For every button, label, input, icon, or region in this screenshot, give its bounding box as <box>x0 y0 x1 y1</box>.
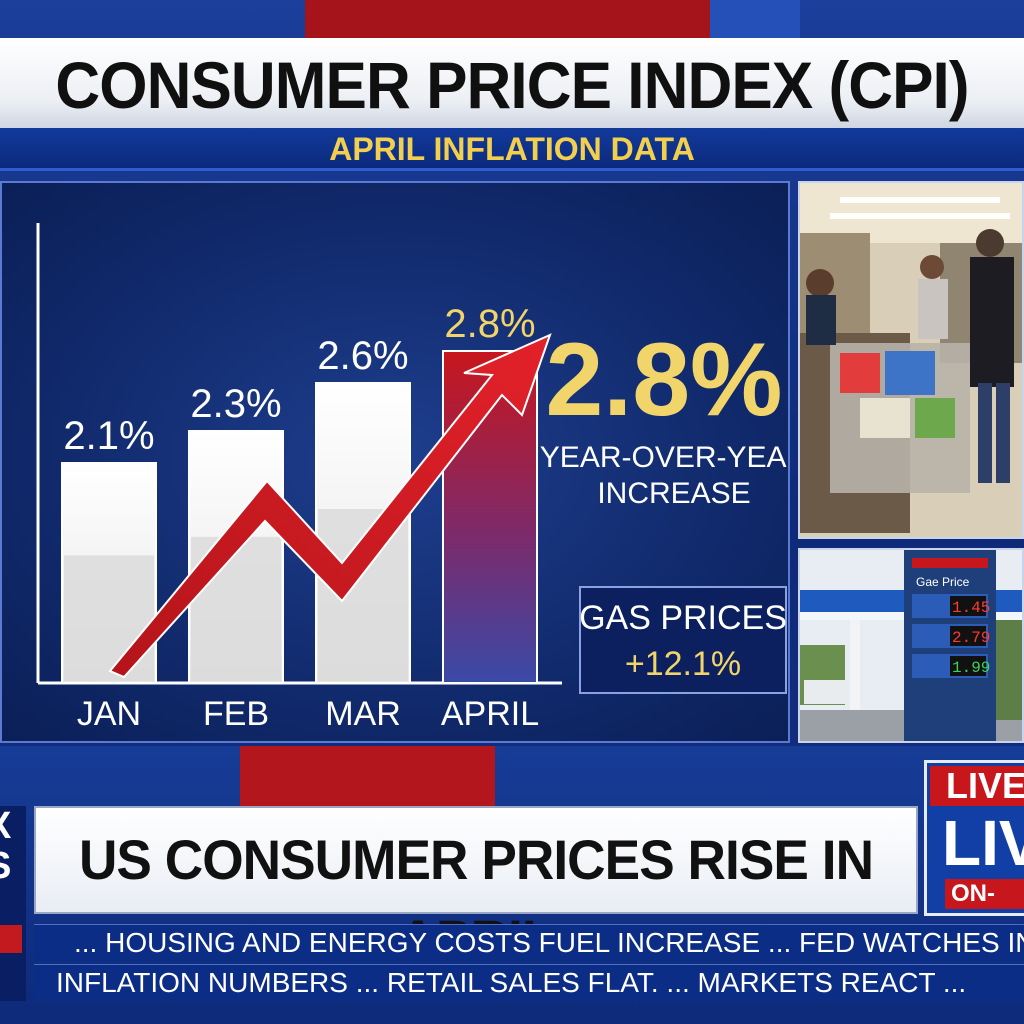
gas-sign-title: Gae Price <box>916 575 970 589</box>
ticker-crawl-2-text: INFLATION NUMBERS ... RETAIL SALES FLAT.… <box>56 967 967 998</box>
ticker-crawl-1: ... HOUSING AND ENERGY COSTS FUEL INCREA… <box>34 924 1024 961</box>
gas-prices-value: +12.1% <box>625 645 741 683</box>
gas-sign-price-2: 2.79 <box>952 629 990 647</box>
live-badge-on-air: ON-AIR <box>945 879 1024 913</box>
bar-value-label-mar: 2.6% <box>317 334 408 378</box>
callout-caption-line2: INCREASE <box>597 477 750 510</box>
cpi-bar-chart: 2.1% JAN 2.3% FEB 2.6% MAR 2.8% APRIL 2.8% YEAR… <box>36 223 788 733</box>
title-bar <box>0 38 1024 128</box>
network-logo-text: XS <box>0 806 11 886</box>
gas-sign-price-3: 1.99 <box>952 659 990 677</box>
bar-value-label-april: 2.8% <box>444 302 535 346</box>
gas-station-photo: Gae Price 1.45 2.79 1.99 <box>798 548 1024 743</box>
callout-caption-line1: YEAR-OVER-YEAR <box>540 441 788 474</box>
live-badge-middle: LIVE <box>942 807 1024 879</box>
gas-sign-price-1: 1.45 <box>952 599 990 617</box>
lower-third-red-block <box>240 746 495 806</box>
gas-prices-label: GAS PRICES <box>579 599 787 637</box>
ticker-crawl-2: INFLATION NUMBERS ... RETAIL SALES FLAT.… <box>34 964 1024 1001</box>
ticker-crawl-1-text: ... HOUSING AND ENERGY COSTS FUEL INCREA… <box>74 927 1024 958</box>
page-title: CONSUMER PRICE INDEX (CPI) <box>55 48 969 122</box>
chart-panel: 2.1% JAN 2.3% FEB 2.6% MAR 2.8% APRIL 2.8% YEAR… <box>0 181 790 743</box>
network-logo-red-mark <box>0 925 22 953</box>
bar-value-label-jan: 2.1% <box>63 414 154 458</box>
x-tick-label-feb: FEB <box>203 695 269 733</box>
grocery-store-photo <box>798 181 1024 539</box>
x-tick-label-mar: MAR <box>325 695 401 733</box>
subtitle-bar <box>0 128 1024 171</box>
page-subtitle: APRIL INFLATION DATA <box>329 131 695 167</box>
top-red-stripe <box>305 0 710 38</box>
x-tick-label-jan: JAN <box>77 695 141 733</box>
network-logo: XS <box>0 806 26 1001</box>
live-badge: LIVE LIVE ON-AIR <box>924 760 1024 916</box>
top-blue-stripe <box>710 0 800 38</box>
headline-box <box>34 806 918 914</box>
trend-arrow-icon <box>108 333 552 679</box>
live-badge-top: LIVE <box>930 766 1024 806</box>
callout-big-value: 2.8% <box>545 322 782 438</box>
bar-value-label-feb: 2.3% <box>190 382 281 426</box>
bar-shade-jan <box>64 555 154 681</box>
gas-prices-box <box>579 586 787 694</box>
x-tick-label-april: APRIL <box>441 695 539 733</box>
